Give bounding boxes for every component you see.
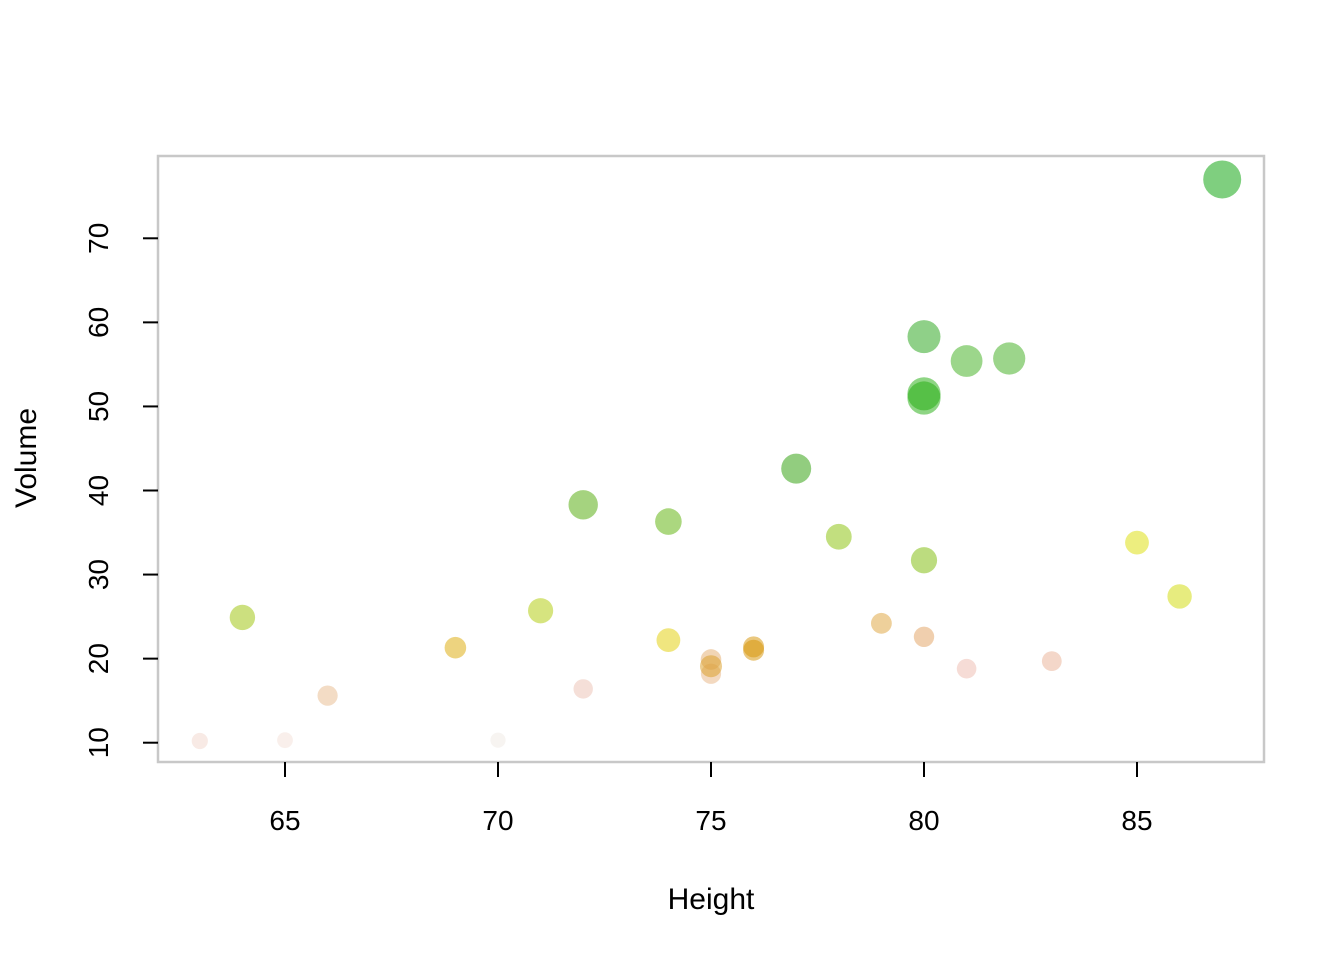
data-point xyxy=(528,598,554,624)
y-axis-ticks xyxy=(143,237,158,744)
data-point xyxy=(913,626,935,647)
y-tick-label: 10 xyxy=(83,727,114,758)
y-tick-label: 70 xyxy=(83,223,114,254)
data-point xyxy=(656,628,681,653)
data-point xyxy=(871,612,892,634)
x-tick-label: 80 xyxy=(908,805,939,836)
x-axis-tick-labels: 65 70 75 80 85 xyxy=(269,805,1152,836)
x-axis-title: Height xyxy=(668,883,755,916)
data-point xyxy=(950,345,983,377)
data-point xyxy=(277,732,293,749)
y-tick-label: 40 xyxy=(83,475,114,506)
y-axis-title: Volume xyxy=(10,408,43,508)
data-point xyxy=(781,453,812,484)
data-point xyxy=(700,655,722,678)
x-tick-label: 75 xyxy=(695,805,726,836)
x-axis-ticks xyxy=(284,762,1138,777)
data-point xyxy=(743,636,765,658)
data-point xyxy=(655,508,682,535)
data-point xyxy=(825,523,852,550)
data-point xyxy=(490,732,506,748)
data-point xyxy=(1041,651,1062,672)
data-point xyxy=(1125,530,1149,555)
x-tick-label: 65 xyxy=(269,805,300,836)
data-point xyxy=(573,679,593,699)
x-tick-label: 85 xyxy=(1121,805,1152,836)
data-point xyxy=(568,490,598,520)
y-tick-label: 60 xyxy=(83,307,114,338)
data-point xyxy=(317,685,338,706)
data-point xyxy=(191,732,208,750)
data-point xyxy=(444,636,467,659)
data-point xyxy=(1203,160,1242,199)
data-point xyxy=(993,342,1026,375)
data-point xyxy=(907,320,941,354)
y-tick-label: 50 xyxy=(83,391,114,422)
y-axis-tick-labels: 10 20 30 40 50 60 70 xyxy=(83,223,114,759)
data-point xyxy=(956,658,977,679)
y-tick-label: 20 xyxy=(83,643,114,674)
data-point xyxy=(910,547,938,574)
y-tick-label: 30 xyxy=(83,559,114,590)
data-point xyxy=(1167,584,1192,609)
x-tick-label: 70 xyxy=(482,805,513,836)
data-point xyxy=(229,604,256,631)
data-points xyxy=(191,160,1242,750)
data-point xyxy=(907,381,941,415)
